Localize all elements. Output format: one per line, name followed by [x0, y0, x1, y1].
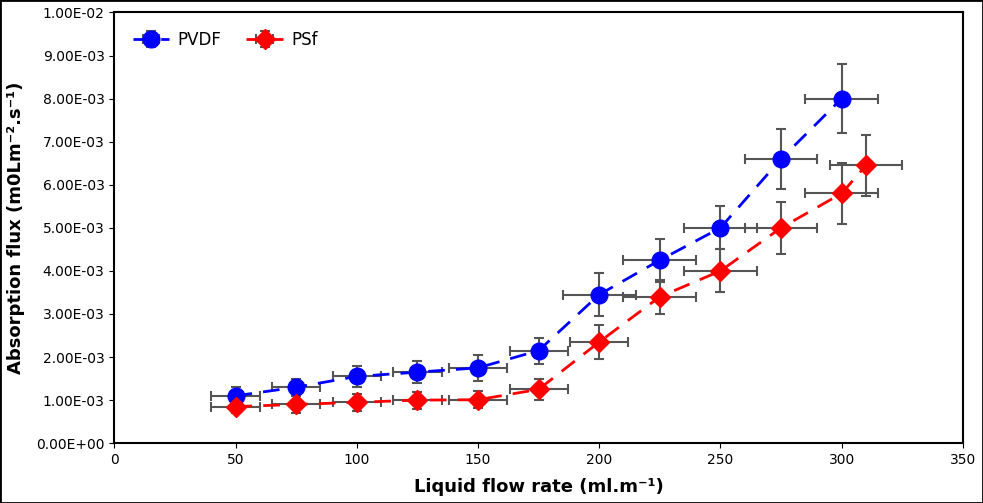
Legend: PVDF, PSf: PVDF, PSf	[123, 21, 328, 59]
Y-axis label: Absorption flux (m0Lm⁻².s⁻¹): Absorption flux (m0Lm⁻².s⁻¹)	[7, 81, 25, 374]
X-axis label: Liquid flow rate (ml.m⁻¹): Liquid flow rate (ml.m⁻¹)	[414, 478, 664, 496]
